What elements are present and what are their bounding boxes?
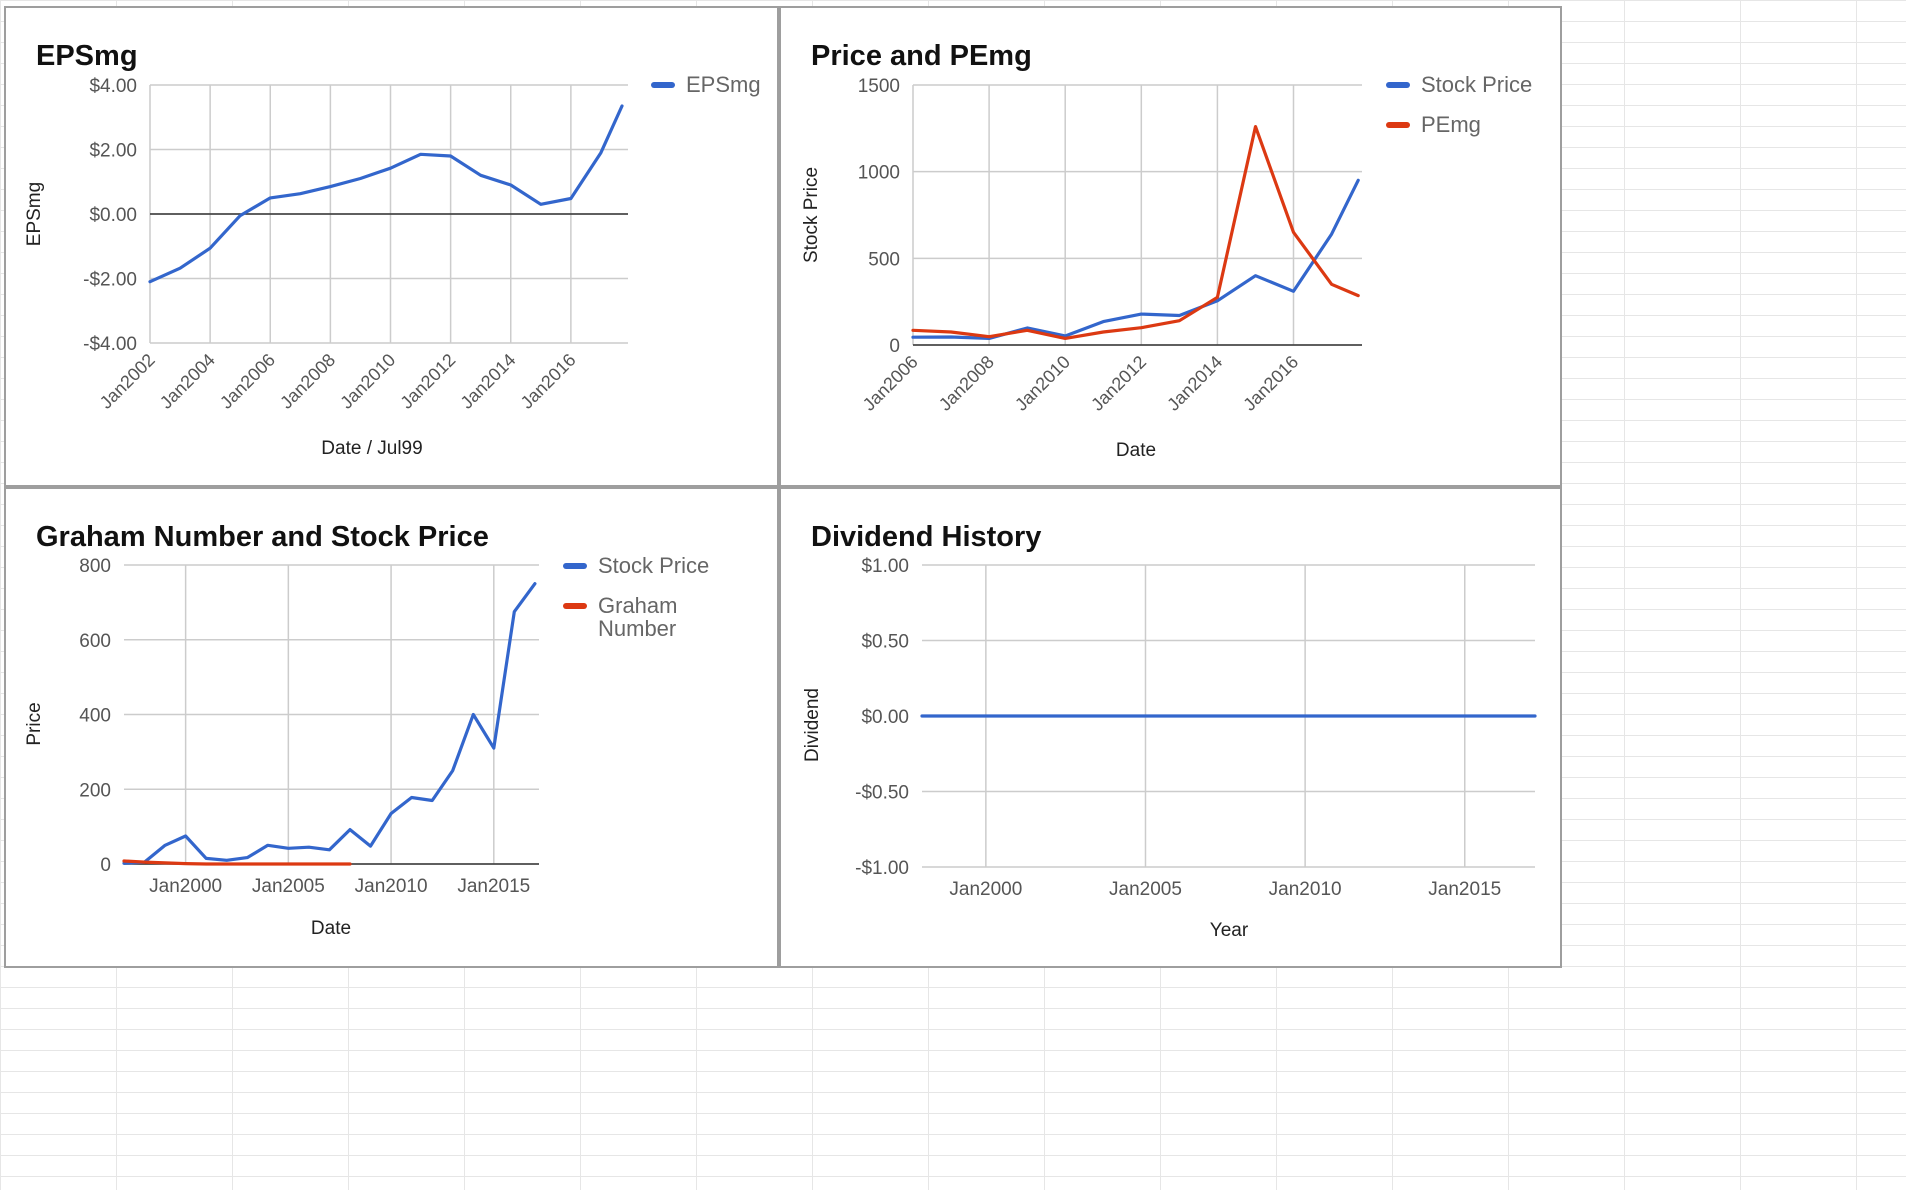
x-tick-label: Jan2006: [859, 352, 922, 415]
y-tick-label: $0.50: [861, 632, 909, 653]
dividend-chart-panel: Dividend History $1.00 $0.50 $0.00 -$0.50 -$…: [779, 487, 1562, 968]
x-tick-label: Jan2014: [457, 350, 520, 413]
dividend-chart: $1.00 $0.50 $0.00 -$0.50 -$1.00 Jan2000 Jan200…: [802, 556, 1537, 941]
y-axis-label: Price: [24, 702, 45, 745]
y-axis-label: EPSmg: [24, 182, 45, 246]
legend-label: EPSmg: [686, 72, 761, 97]
series-line: [911, 124, 1360, 340]
x-tick-label: Jan2012: [1087, 352, 1150, 415]
x-tick-label: Jan2008: [276, 350, 339, 413]
x-tick-label: Jan2005: [252, 876, 325, 897]
chart-title: EPSmg: [36, 40, 138, 72]
y-tick-label: 400: [79, 706, 111, 727]
legend-label: Number: [598, 616, 676, 641]
y-tick-label: 800: [79, 556, 111, 577]
y-tick-label: $4.00: [89, 76, 137, 97]
price-pemg-chart-panel: Price and PEmg 1500 1000 500 0 Jan2006 Jan200…: [779, 6, 1562, 487]
legend-label: PEmg: [1421, 112, 1481, 137]
y-tick-label: -$0.50: [855, 783, 909, 804]
legend-label: Graham: [598, 593, 677, 618]
y-tick-label: 1500: [858, 76, 900, 97]
x-axis-label: Date / Jul99: [321, 438, 422, 459]
series-line: [911, 178, 1360, 340]
x-tick-label: Jan2010: [1011, 352, 1074, 415]
y-tick-label: $2.00: [89, 141, 137, 162]
legend-label: Stock Price: [1421, 72, 1532, 97]
y-tick-label: 0: [100, 855, 111, 876]
y-tick-label: -$4.00: [83, 334, 137, 355]
chart-title: Dividend History: [811, 521, 1042, 553]
x-axis-label: Date: [311, 918, 351, 939]
x-axis-label: Date: [1116, 440, 1156, 461]
x-tick-label: Jan2016: [1239, 352, 1302, 415]
y-tick-label: 0: [889, 336, 900, 357]
series-line: [148, 104, 624, 284]
series-line: [122, 859, 352, 866]
epsmg-chart-panel: EPSmg $4.00 $2.00 $0.00 -$2.00 -$4.00 Jan2002…: [4, 6, 779, 487]
x-tick-label: Jan2015: [1428, 879, 1501, 900]
y-tick-label: $1.00: [861, 556, 909, 577]
graham-chart: 800 600 400 200 0 Jan2000 Jan2005 Jan2010 Jan201…: [24, 553, 709, 939]
x-tick-label: Jan2010: [336, 350, 399, 413]
y-tick-label: 600: [79, 631, 111, 652]
x-tick-label: Jan2010: [355, 876, 428, 897]
x-tick-label: Jan2016: [517, 350, 580, 413]
x-axis-label: Year: [1210, 920, 1249, 941]
graham-chart-panel: Graham Number and Stock Price 800 600 400 2…: [4, 487, 779, 968]
y-tick-label: -$1.00: [855, 858, 909, 879]
epsmg-chart: $4.00$2.00$0.00-$2.00-$4.00Jan2002Jan200…: [24, 72, 761, 459]
x-tick-label: Jan2000: [949, 879, 1022, 900]
y-axis-label: Stock Price: [801, 167, 822, 263]
y-axis-label: Dividend: [802, 688, 823, 762]
x-tick-label: Jan2002: [96, 350, 159, 413]
y-tick-label: 500: [868, 249, 900, 270]
y-tick-label: $0.00: [861, 707, 909, 728]
x-tick-label: Jan2005: [1109, 879, 1182, 900]
y-tick-label: $0.00: [89, 205, 137, 226]
chart-title: Graham Number and Stock Price: [36, 521, 489, 553]
x-tick-label: Jan2004: [156, 350, 219, 413]
y-tick-label: -$2.00: [83, 270, 137, 291]
y-tick-label: 1000: [858, 163, 900, 184]
x-tick-label: Jan2015: [457, 876, 530, 897]
x-tick-label: Jan2014: [1163, 352, 1226, 415]
y-tick-label: 200: [79, 780, 111, 801]
legend-label: Stock Price: [598, 553, 709, 578]
x-tick-label: Jan2000: [149, 876, 222, 897]
x-tick-label: Jan2006: [216, 350, 279, 413]
chart-title: Price and PEmg: [811, 40, 1032, 72]
x-tick-label: Jan2012: [396, 350, 459, 413]
x-tick-label: Jan2010: [1269, 879, 1342, 900]
series-line: [122, 582, 537, 865]
x-tick-label: Jan2008: [935, 352, 998, 415]
